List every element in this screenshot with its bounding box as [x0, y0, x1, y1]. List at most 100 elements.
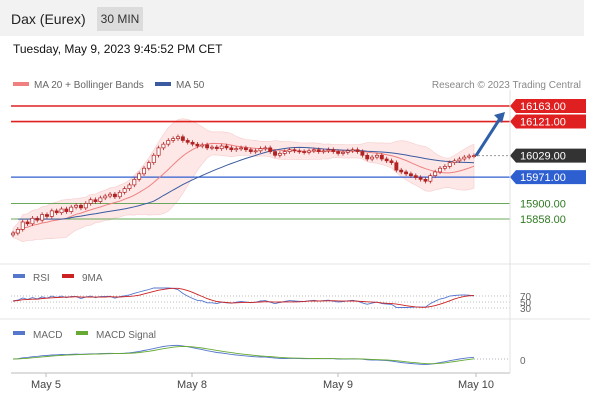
candle-body — [297, 150, 302, 153]
instrument-title: Dax (Eurex) — [11, 11, 86, 27]
candle-body — [467, 155, 472, 158]
legend-ma50: MA 50 — [155, 80, 204, 91]
candle-body — [214, 146, 219, 149]
candle-body — [268, 147, 273, 152]
macd-signal-line — [12, 345, 475, 365]
candle-body — [180, 136, 185, 141]
legend-ma20: MA 20 + Bollinger Bands — [13, 80, 144, 91]
candle-body — [282, 151, 287, 154]
candle-body — [205, 144, 210, 149]
candle-body — [302, 151, 307, 153]
target-arrow-shaft — [474, 116, 503, 157]
candle-body — [54, 210, 59, 214]
candle-body — [326, 149, 331, 152]
level-lines — [11, 105, 510, 220]
candle-body — [98, 197, 103, 202]
candle-body — [93, 199, 98, 202]
candle-body — [243, 147, 248, 151]
candle-body — [438, 167, 442, 173]
candle-body — [253, 150, 258, 153]
candle-body — [151, 154, 156, 164]
rsi-level-label: 30 — [520, 304, 532, 315]
candle-body — [59, 208, 64, 214]
rsi-ma-legend-label: 9MA — [82, 273, 103, 284]
candle-body — [239, 147, 244, 150]
candle-body — [229, 147, 234, 151]
candle-body — [185, 140, 190, 143]
candle-body — [69, 206, 74, 212]
candle-body — [171, 138, 176, 141]
rsi-legend-label: RSI — [33, 273, 50, 284]
candle-body — [418, 177, 423, 180]
candle-body — [321, 150, 326, 153]
candle-body — [379, 154, 384, 160]
candle-body — [350, 149, 355, 152]
x-tick-label: May 8 — [177, 379, 207, 391]
candle-body — [374, 154, 379, 158]
candle-body — [74, 204, 79, 208]
candle-body — [127, 184, 132, 189]
level-label-bg-1 — [510, 114, 586, 129]
legend-ma50-swatch — [155, 82, 171, 87]
x-tick-label: May 9 — [323, 379, 353, 391]
candle-body — [365, 154, 370, 160]
candle-body — [219, 145, 224, 149]
candle-body — [442, 166, 447, 169]
candle-body — [132, 179, 137, 186]
candle-body — [30, 217, 35, 225]
level-label-5: 15858.00 — [520, 214, 566, 226]
candle-body — [166, 140, 171, 145]
x-tick-label: May 5 — [31, 379, 61, 391]
candle-body — [399, 169, 404, 173]
candle-body — [336, 151, 341, 154]
timestamp: Tuesday, May 9, 2023 9:45:52 PM CET — [13, 42, 223, 56]
moving-averages — [12, 142, 475, 234]
candle-body — [404, 171, 409, 175]
candle-body — [40, 214, 45, 221]
ma50-line — [17, 146, 475, 220]
candle-body — [45, 214, 49, 217]
candle-body — [384, 158, 389, 162]
candle-body — [423, 179, 428, 182]
candle-body — [161, 143, 166, 149]
candle-body — [49, 210, 54, 217]
candle-body — [462, 156, 467, 160]
x-axis: May 5 May 8 May 9 May 10 — [11, 90, 511, 391]
rsi-level-label: 70 — [520, 292, 532, 303]
level-label-bg-2 — [510, 148, 586, 163]
candle-body — [273, 151, 277, 156]
candle-body — [88, 199, 93, 204]
rsi-line — [12, 287, 475, 308]
level-labels: 16163.00 16121.00 16029.00 15971.00 15900.00… — [510, 99, 586, 226]
candle-body — [345, 150, 350, 153]
candle-body — [472, 155, 476, 157]
candle-body — [78, 204, 83, 209]
bollinger-band — [12, 118, 475, 243]
rsi-level-label: 50 — [520, 298, 532, 309]
bollinger-band-area — [12, 118, 475, 243]
target-arrow-head — [494, 112, 505, 123]
target-arrow — [474, 112, 505, 157]
candles — [11, 134, 476, 238]
candle-body — [108, 193, 113, 197]
candle-body — [394, 162, 399, 171]
candle-body — [137, 173, 142, 180]
timeframe-badge[interactable]: 30 MIN — [97, 7, 143, 31]
candle-body — [258, 148, 263, 152]
candle-body — [11, 232, 15, 236]
level-label-1: 16121.00 — [520, 117, 566, 129]
level-label-bg-0 — [510, 99, 586, 113]
candle-body — [428, 175, 433, 182]
macd-zero-label: 0 — [520, 356, 526, 367]
candle-body — [408, 173, 413, 177]
legend-ma20-swatch — [13, 82, 29, 87]
candle-body — [210, 146, 214, 149]
ma20-line — [12, 142, 475, 234]
candle-body — [195, 143, 200, 147]
candle-body — [292, 149, 297, 152]
candle-body — [355, 149, 360, 152]
macd-signal-legend-label: MACD Signal — [96, 330, 156, 341]
level-label-bg-3 — [510, 170, 586, 185]
